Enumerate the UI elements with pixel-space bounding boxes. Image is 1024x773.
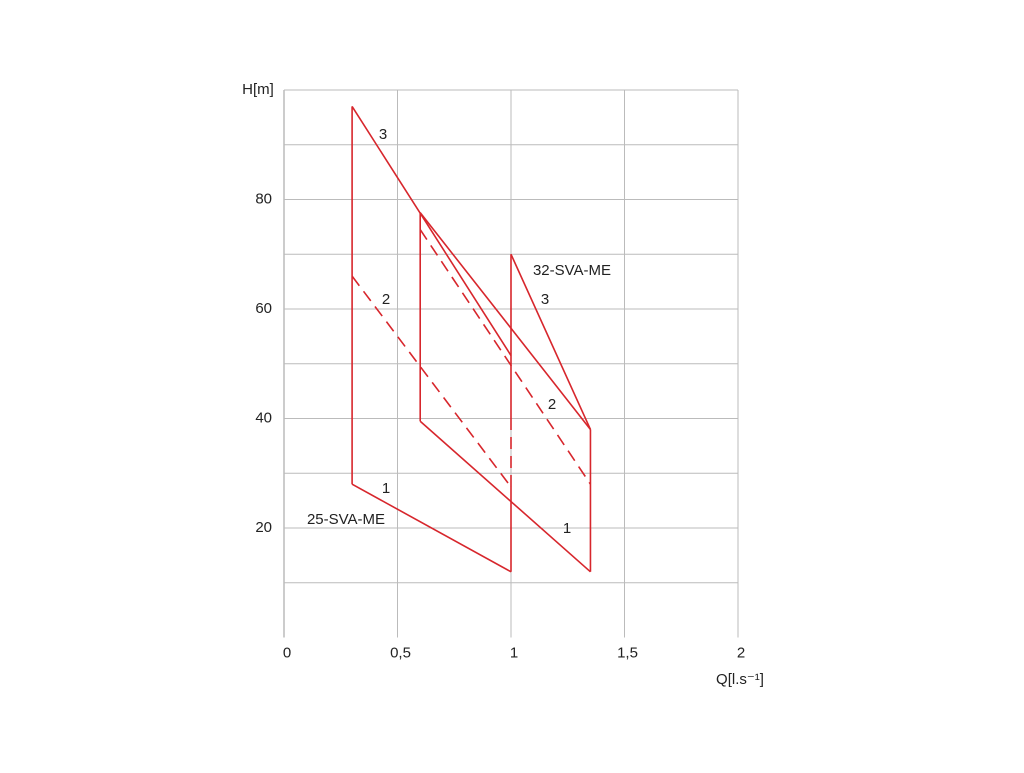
curve-annotation: 3 [541, 291, 549, 308]
curve-annotation: 25-SVA-ME [307, 511, 385, 528]
curve-annotation: 2 [382, 291, 390, 308]
y-tick-label: 20 [255, 519, 272, 536]
y-tick-label: 80 [255, 190, 272, 207]
pump-curve [419, 229, 592, 485]
x-tick-label: 1,5 [617, 644, 638, 661]
curve-annotation: 1 [563, 520, 571, 537]
pump-curve [351, 105, 512, 356]
x-tick-label: 2 [737, 644, 745, 661]
curve-annotation: 1 [382, 480, 390, 497]
y-tick-label: 40 [255, 409, 272, 426]
x-tick-label: 1 [510, 644, 518, 661]
x-tick-label: 0,5 [390, 644, 411, 661]
pump-curve [351, 275, 512, 488]
x-tick-label: 0 [283, 644, 291, 661]
pump-curve [351, 483, 512, 573]
curve-annotation: 32-SVA-ME [533, 262, 611, 279]
pump-curve [510, 253, 592, 430]
curve-annotation: 2 [548, 396, 556, 413]
pump-curve [419, 420, 591, 573]
y-tick-label: 60 [255, 300, 272, 317]
x-axis-label: Q[l.s⁻¹] [716, 671, 764, 688]
y-axis-label: H[m] [242, 81, 274, 98]
curve-annotation: 3 [379, 126, 387, 143]
pump-curve [419, 212, 592, 430]
